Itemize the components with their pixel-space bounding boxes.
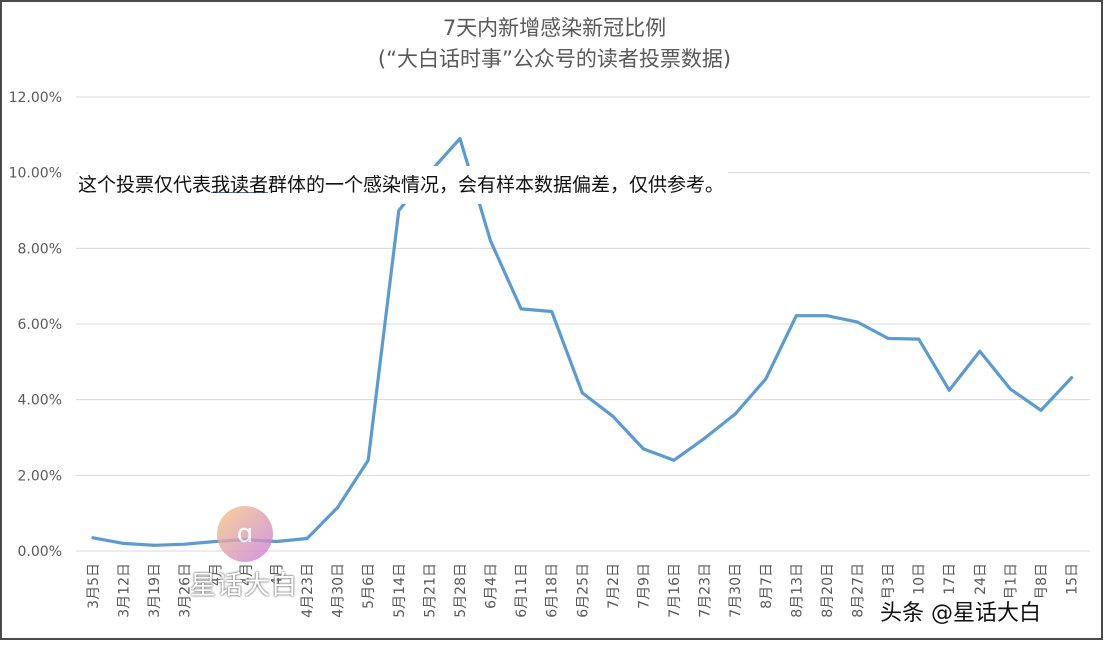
chart-title: 7天内新增感染新冠比例 <box>442 16 667 40</box>
data-point <box>366 458 370 462</box>
x-tick-label: 7月30日 <box>728 563 744 618</box>
x-tick-label: 7月2日 <box>606 563 622 609</box>
note-text-2: 群体的一个感染情况，会有样本数据偏差，仅供参考。 <box>268 174 725 196</box>
data-point <box>305 537 309 540</box>
data-point <box>641 447 645 451</box>
x-tick-label: 15日 <box>1065 563 1081 595</box>
data-point <box>183 542 187 546</box>
data-point <box>1008 387 1012 391</box>
data-point <box>91 536 95 540</box>
x-tick-label: 5月28日 <box>453 563 469 618</box>
watermark-logo: ɑ <box>217 506 273 562</box>
y-tick-label: 10.00% <box>9 166 62 182</box>
x-tick-label: 6月4日 <box>484 563 500 609</box>
x-tick-label: 4月30日 <box>331 563 347 618</box>
data-point <box>213 540 217 543</box>
data-point <box>794 314 798 318</box>
x-tick-label: 4月 <box>269 563 285 586</box>
x-tick-label: 月3日 <box>881 563 897 600</box>
y-tick-label: 2.00% <box>18 468 62 484</box>
data-point <box>397 209 401 212</box>
x-tick-label: 8月20日 <box>820 563 836 618</box>
x-tick-label: 8月27日 <box>851 563 867 618</box>
x-tick-label: 月1日 <box>1003 563 1019 600</box>
watermark-text: 星话大白 <box>190 571 299 601</box>
data-point <box>489 239 492 243</box>
data-point <box>764 377 768 381</box>
data-point <box>519 307 523 311</box>
data-point <box>886 336 890 340</box>
x-tick-label: 5月6日 <box>361 563 377 609</box>
x-tick-label: 4月 <box>239 563 255 586</box>
data-point <box>1070 376 1074 380</box>
data-point <box>611 414 615 418</box>
data-point <box>856 320 859 324</box>
x-tick-label: 7月23日 <box>698 563 714 618</box>
x-tick-label: 4月 <box>208 563 224 586</box>
data-point <box>978 349 982 353</box>
x-tick-label: 8月7日 <box>759 563 775 609</box>
y-tick-label: 12.00% <box>9 90 62 106</box>
y-tick-label: 4.00% <box>18 393 62 409</box>
x-tick-label: 3月26日 <box>178 563 194 618</box>
data-point <box>1039 408 1043 412</box>
x-tick-label: 3月19日 <box>147 563 163 618</box>
note-underlined-text: 我读者 <box>211 174 269 196</box>
rabbit-icon: ɑ <box>236 519 254 549</box>
x-tick-label: 6月25日 <box>575 563 591 618</box>
x-tick-label: 8月13日 <box>789 563 805 618</box>
data-point <box>825 314 829 318</box>
y-tick-label: 6.00% <box>18 317 62 333</box>
x-axis-ticks: 3月5日 3月12日 3月19日 3月26日 4月 4月 4月 4月23日 4月30日 5月6日 5… <box>86 563 1081 618</box>
data-point <box>336 506 340 509</box>
x-tick-label: 3月12日 <box>117 563 133 618</box>
data-point <box>580 391 584 395</box>
x-tick-label: 4月23日 <box>300 563 316 618</box>
data-point <box>550 310 554 313</box>
x-tick-label: 7月16日 <box>667 563 683 618</box>
x-tick-label: 5月14日 <box>392 563 408 618</box>
x-tick-label: 6月18日 <box>545 563 561 618</box>
y-axis-ticks: 0.00% 2.00% 4.00% 6.00% 8.00% 10.00% 12.00% <box>9 90 62 560</box>
data-point <box>152 543 156 547</box>
y-tick-label: 8.00% <box>18 241 62 257</box>
chart-subtitle: (“大白话时事”公众号的读者投票数据) <box>377 47 732 71</box>
x-tick-label: 5月21日 <box>422 563 438 618</box>
data-point <box>672 458 676 462</box>
data-point <box>947 388 951 392</box>
x-tick-label: 7月9日 <box>636 563 652 609</box>
data-point <box>703 436 707 440</box>
note-text-1: 这个投票仅代表 <box>78 174 212 196</box>
bottom-watermark: 头条 @星话大白 <box>880 597 1095 631</box>
data-point <box>733 412 737 416</box>
data-point <box>275 540 278 543</box>
x-tick-label: 月8日 <box>1034 563 1050 600</box>
data-point <box>458 137 462 141</box>
note-overlay: 这个投票仅代表我读者群体的一个感染情况，会有样本数据偏差，仅供参考。 <box>78 166 728 204</box>
data-point <box>917 337 921 341</box>
data-point <box>122 541 126 545</box>
y-tick-label: 0.00% <box>18 544 62 560</box>
x-tick-label: 6月11日 <box>514 563 530 618</box>
x-tick-label: 3月5日 <box>86 563 102 609</box>
